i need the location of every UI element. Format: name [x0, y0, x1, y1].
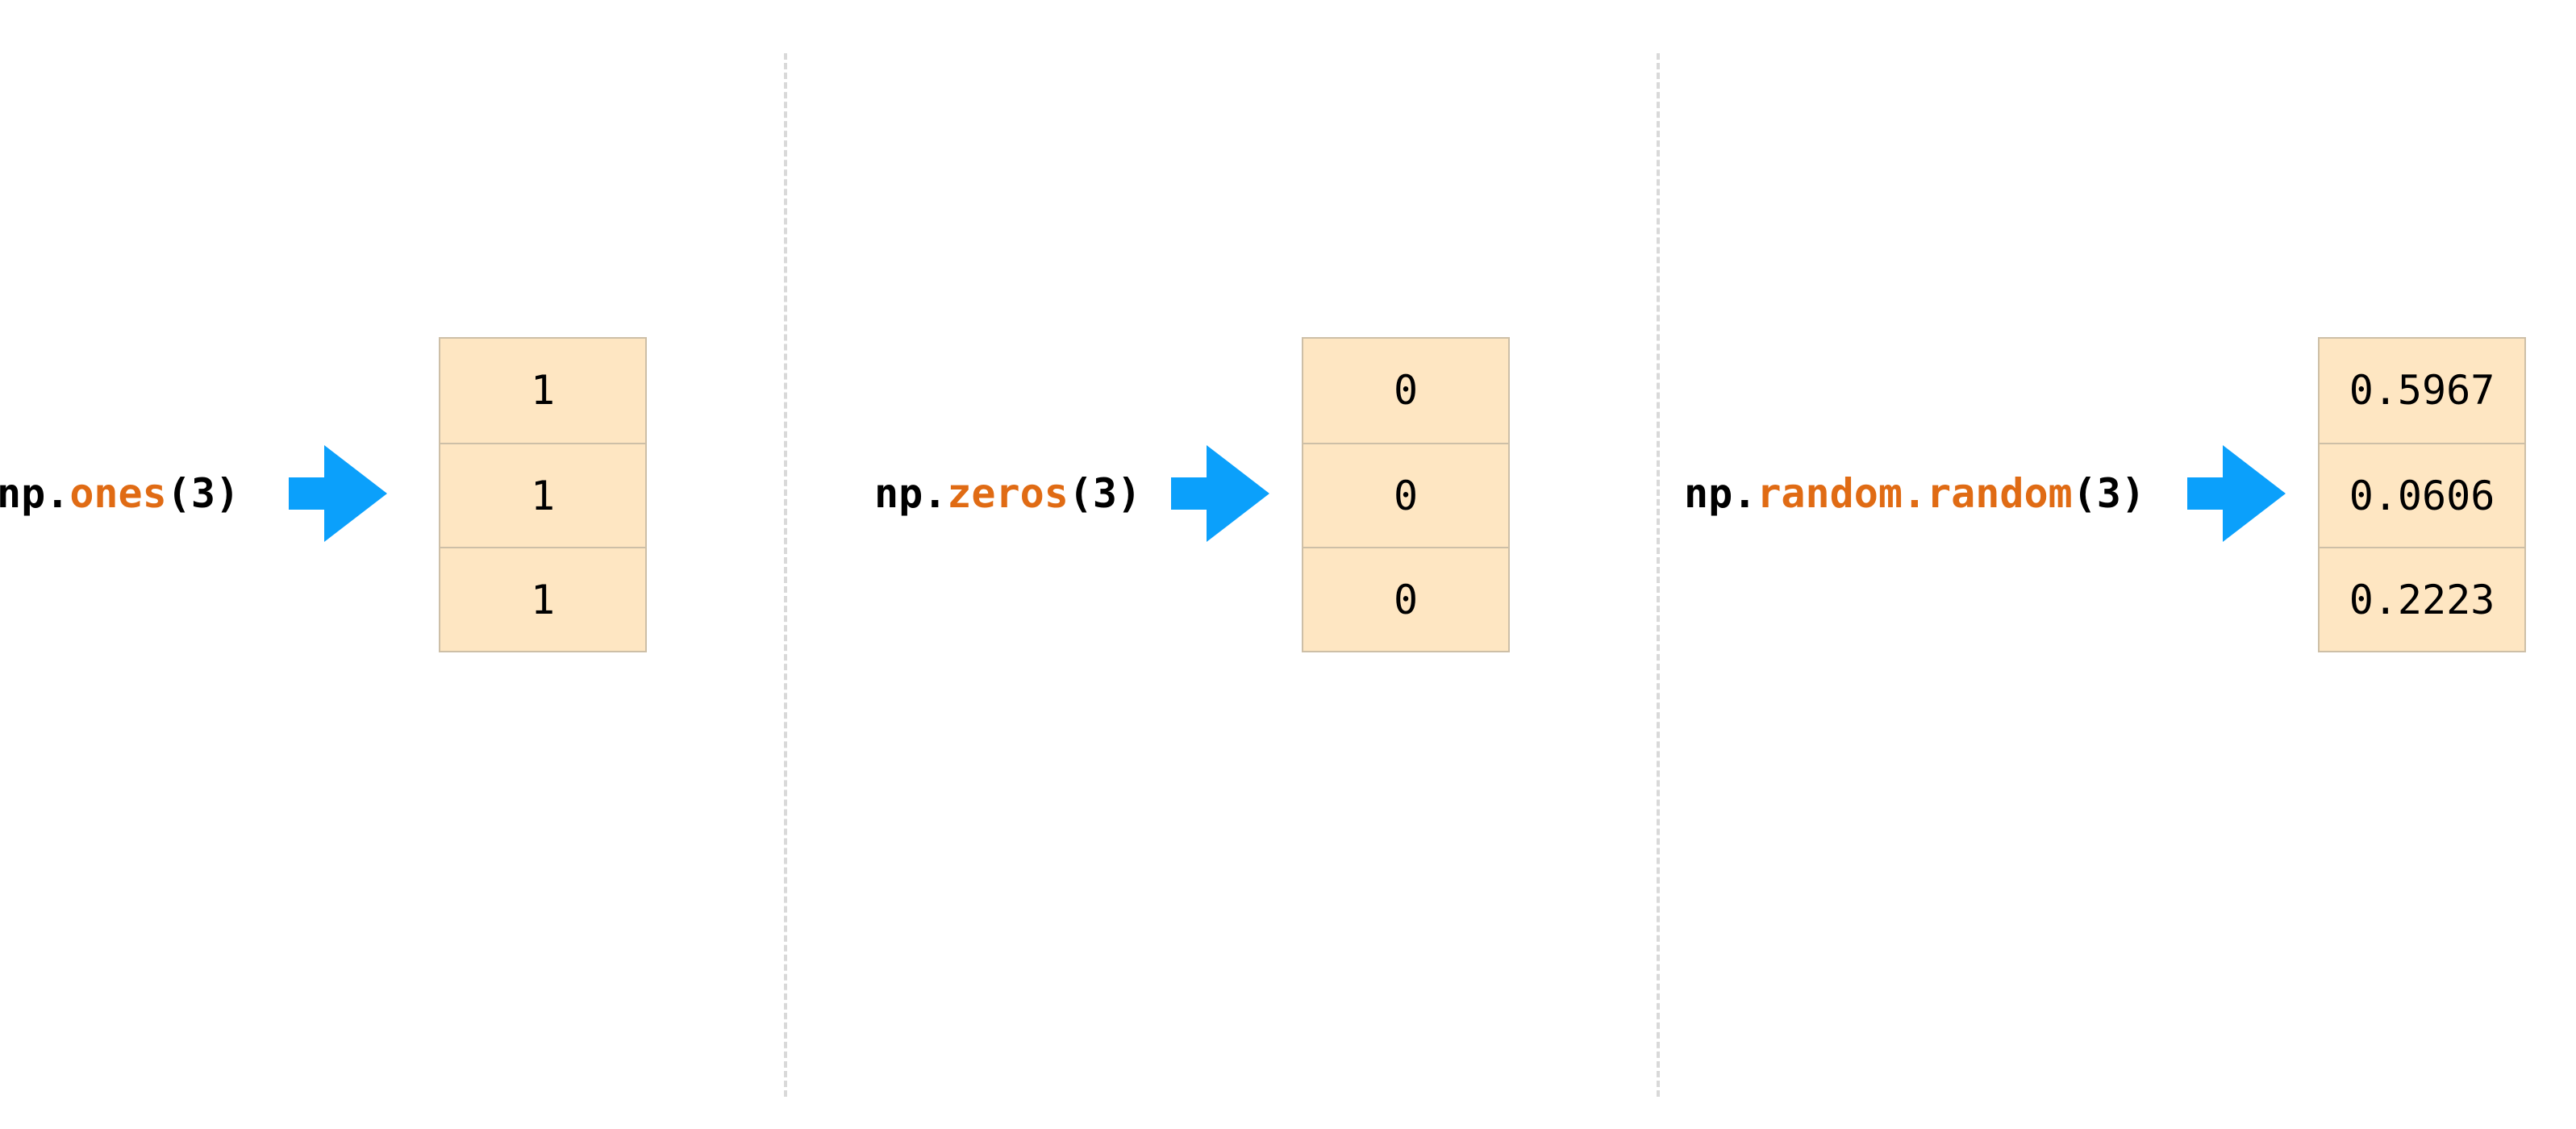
array-cell: 0 [1303, 443, 1508, 547]
result-array-ones: 1 1 1 [439, 337, 647, 652]
arrow-right-icon [1171, 445, 1269, 542]
code-expression-ones: np.ones(3) [0, 468, 240, 519]
arrow-right-icon [2187, 445, 2286, 542]
panel-divider [784, 53, 787, 1097]
result-array-random: 0.5967 0.0606 0.2223 [2318, 337, 2526, 652]
arrow-right-icon [289, 445, 387, 542]
code-expression-random: np.random.random(3) [1684, 468, 2145, 519]
array-cell: 0.2223 [2320, 547, 2524, 651]
array-cell: 0 [1303, 547, 1508, 651]
array-cell: 0.5967 [2349, 367, 2495, 414]
expression-prefix: np. [1684, 470, 1757, 517]
result-array-zeros: 0 0 0 [1302, 337, 1510, 652]
array-cell: 1 [530, 367, 556, 414]
array-cell: 1 [440, 443, 645, 547]
expression-args: (3) [2072, 470, 2145, 517]
array-cell: 0 [1393, 367, 1419, 414]
function-name: random.random [1757, 470, 2073, 517]
expression-args: (3) [1068, 470, 1142, 517]
array-cell: 1 [440, 547, 645, 651]
array-cell: 0.0606 [2320, 443, 2524, 547]
expression-prefix: np. [0, 470, 70, 517]
code-expression-zeros: np.zeros(3) [874, 468, 1141, 519]
panel-divider [1657, 53, 1660, 1097]
expression-prefix: np. [874, 470, 948, 517]
expression-args: (3) [166, 470, 240, 517]
function-name: zeros [947, 470, 1069, 517]
function-name: ones [69, 470, 167, 517]
